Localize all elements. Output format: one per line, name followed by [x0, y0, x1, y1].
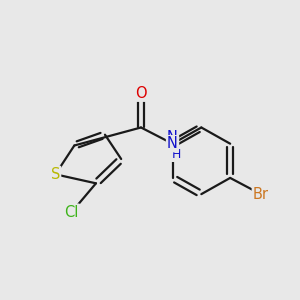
Text: O: O	[135, 86, 147, 101]
Text: Br: Br	[253, 187, 269, 202]
Text: N: N	[167, 136, 178, 151]
Text: Cl: Cl	[64, 205, 79, 220]
Text: S: S	[51, 167, 60, 182]
Text: H: H	[171, 148, 181, 161]
Text: N: N	[167, 130, 178, 145]
